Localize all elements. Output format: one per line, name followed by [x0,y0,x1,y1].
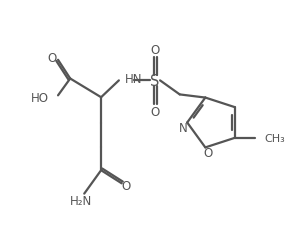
Text: S: S [150,73,159,88]
Text: O: O [203,146,213,159]
Text: CH₃: CH₃ [264,133,285,143]
Text: HN: HN [125,73,142,86]
Text: HO: HO [31,91,49,104]
Text: O: O [151,105,160,118]
Text: O: O [122,179,131,192]
Text: H₂N: H₂N [70,194,93,207]
Text: N: N [179,121,188,134]
Text: O: O [48,52,57,65]
Text: O: O [151,44,160,57]
